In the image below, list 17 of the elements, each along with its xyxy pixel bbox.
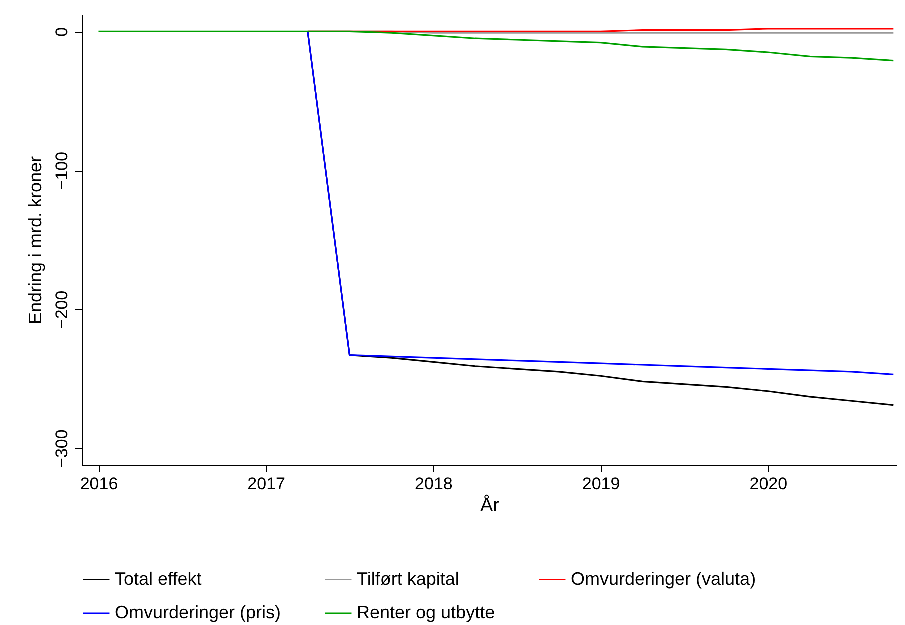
y-tick-label: −300 (52, 430, 72, 468)
legend-label: Total effekt (115, 568, 202, 589)
y-axis-title: Endring i mrd. kroner (26, 156, 46, 325)
legend-label: Omvurderinger (valuta) (571, 568, 756, 589)
y-tick-label: −200 (52, 290, 72, 330)
x-tick-label: 2016 (80, 474, 118, 494)
legend-label: Omvurderinger (pris) (115, 602, 282, 622)
x-tick-label: 2020 (750, 474, 788, 494)
legend-label: Renter og utbytte (357, 602, 496, 622)
x-tick-label: 2017 (248, 474, 286, 494)
y-tick-label: 0 (52, 27, 72, 37)
line-series (98, 30, 894, 62)
legend-label: Tilført kapital (357, 568, 460, 589)
x-tick-label: 2018 (415, 474, 453, 494)
y-tick-label: −100 (52, 152, 72, 190)
x-tick-label: 2019 (582, 474, 620, 494)
x-axis-title: År (480, 494, 500, 516)
